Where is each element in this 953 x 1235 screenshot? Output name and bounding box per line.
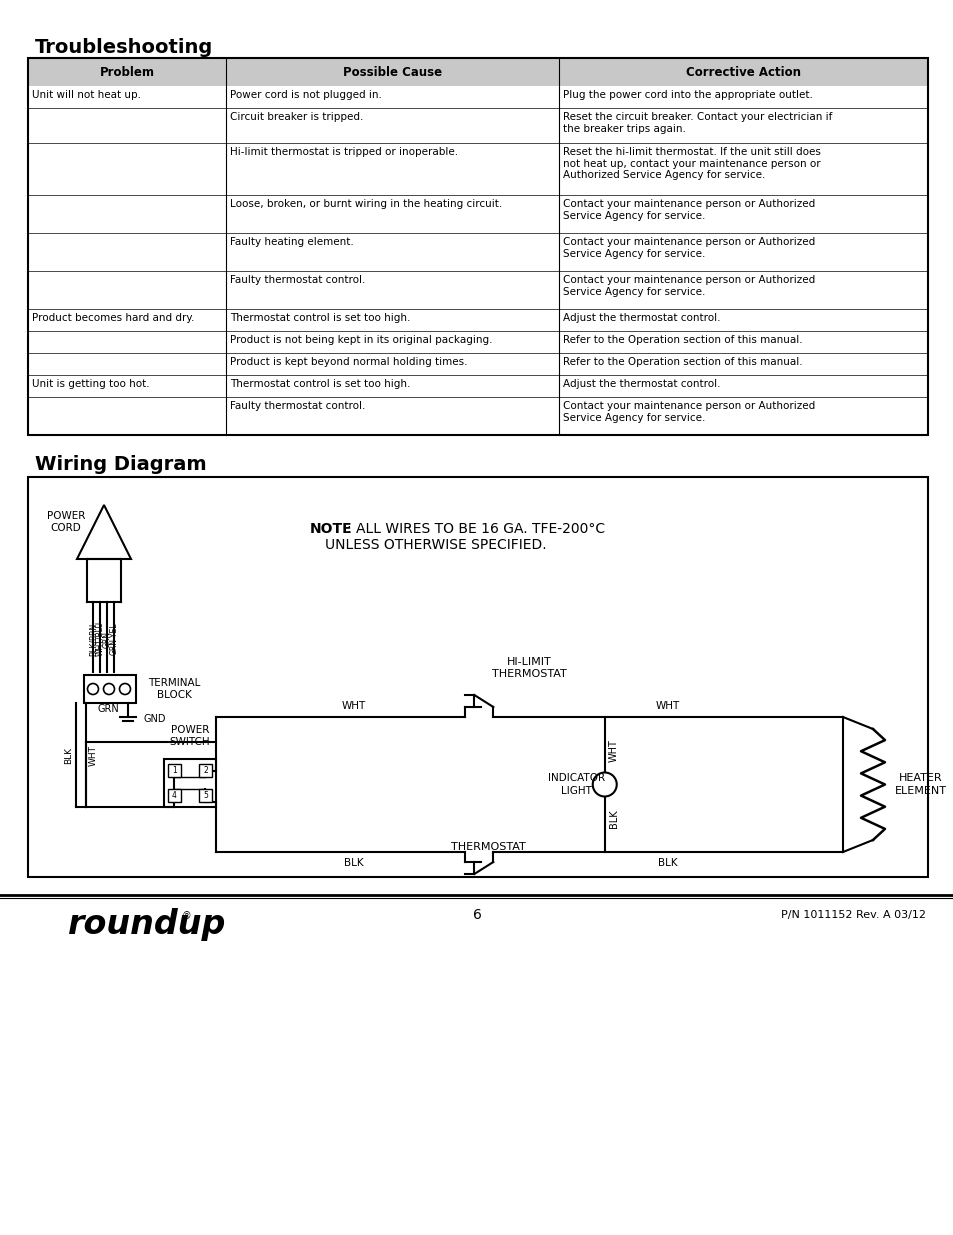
Text: Unit is getting too hot.: Unit is getting too hot. xyxy=(32,379,150,389)
Text: Adjust the thermostat control.: Adjust the thermostat control. xyxy=(562,379,720,389)
Text: Refer to the Operation section of this manual.: Refer to the Operation section of this m… xyxy=(562,335,801,345)
Text: : ALL WIRES TO BE 16 GA. TFE-200°C: : ALL WIRES TO BE 16 GA. TFE-200°C xyxy=(347,522,604,536)
Bar xyxy=(84,676,136,703)
Text: Refer to the Operation section of this manual.: Refer to the Operation section of this m… xyxy=(562,357,801,367)
Text: Reset the hi-limit thermostat. If the unit still does
not heat up, contact your : Reset the hi-limit thermostat. If the un… xyxy=(562,147,820,180)
Text: Power cord is not plugged in.: Power cord is not plugged in. xyxy=(230,90,381,100)
Text: Thermostat control is set too high.: Thermostat control is set too high. xyxy=(230,312,410,324)
Text: Contact your maintenance person or Authorized
Service Agency for service.: Contact your maintenance person or Autho… xyxy=(562,199,815,221)
Text: Product becomes hard and dry.: Product becomes hard and dry. xyxy=(32,312,194,324)
Circle shape xyxy=(119,683,131,694)
Text: WHT: WHT xyxy=(89,745,97,766)
Bar xyxy=(28,58,927,86)
Text: Reset the circuit breaker. Contact your electrician if
the breaker trips again.: Reset the circuit breaker. Contact your … xyxy=(562,112,832,133)
Text: WHT: WHT xyxy=(341,701,366,711)
Text: Contact your maintenance person or Authorized
Service Agency for service.: Contact your maintenance person or Autho… xyxy=(562,401,815,422)
Text: Possible Cause: Possible Cause xyxy=(342,65,441,79)
Text: 4: 4 xyxy=(172,790,176,800)
Circle shape xyxy=(88,683,98,694)
Text: TERMINAL
BLOCK: TERMINAL BLOCK xyxy=(148,678,200,700)
Text: POWER
CORD: POWER CORD xyxy=(47,511,85,534)
Text: roundup: roundup xyxy=(68,908,226,941)
Text: Faulty heating element.: Faulty heating element. xyxy=(230,237,354,247)
Text: GRN: GRN xyxy=(97,704,119,714)
Text: Problem: Problem xyxy=(99,65,154,79)
Circle shape xyxy=(103,683,114,694)
Text: WHT: WHT xyxy=(608,740,618,762)
Text: Product is kept beyond normal holding times.: Product is kept beyond normal holding ti… xyxy=(230,357,467,367)
Text: Loose, broken, or burnt wiring in the heating circuit.: Loose, broken, or burnt wiring in the he… xyxy=(230,199,501,209)
Text: GRN-YEL: GRN-YEL xyxy=(110,622,118,656)
Text: Product is not being kept in its original packaging.: Product is not being kept in its origina… xyxy=(230,335,492,345)
Text: THERMOSTAT: THERMOSTAT xyxy=(451,842,525,852)
Text: UNLESS OTHERWISE SPECIFIED.: UNLESS OTHERWISE SPECIFIED. xyxy=(325,538,546,552)
Text: NOTE: NOTE xyxy=(310,522,353,536)
Text: Wiring Diagram: Wiring Diagram xyxy=(35,454,207,474)
Text: BLK/BRN: BLK/BRN xyxy=(89,622,97,656)
Text: BLK: BLK xyxy=(657,858,677,868)
Text: 5: 5 xyxy=(203,790,208,800)
Text: GND: GND xyxy=(144,714,167,724)
Bar xyxy=(28,477,927,877)
Text: Contact your maintenance person or Authorized
Service Agency for service.: Contact your maintenance person or Autho… xyxy=(562,237,815,258)
Text: Corrective Action: Corrective Action xyxy=(685,65,801,79)
Text: Faulty thermostat control.: Faulty thermostat control. xyxy=(230,401,365,411)
Text: ®: ® xyxy=(182,911,192,921)
Text: Plug the power cord into the appropriate outlet.: Plug the power cord into the appropriate… xyxy=(562,90,812,100)
Bar xyxy=(168,789,181,802)
Text: WHT/BLU: WHT/BLU xyxy=(95,621,105,657)
Text: 2: 2 xyxy=(203,766,208,776)
Bar xyxy=(199,764,212,777)
Bar xyxy=(168,764,181,777)
Text: BLK: BLK xyxy=(65,746,73,763)
Bar xyxy=(28,58,927,435)
Text: WHT: WHT xyxy=(655,701,679,711)
Bar xyxy=(199,789,212,802)
Text: Troubleshooting: Troubleshooting xyxy=(35,38,213,57)
Text: GRN: GRN xyxy=(102,631,112,647)
Text: Hi-limit thermostat is tripped or inoperable.: Hi-limit thermostat is tripped or inoper… xyxy=(230,147,457,157)
Bar xyxy=(164,760,215,806)
Text: P/N 1011152 Rev. A 03/12: P/N 1011152 Rev. A 03/12 xyxy=(781,910,925,920)
Text: BLK: BLK xyxy=(344,858,363,868)
Text: 6: 6 xyxy=(472,908,481,923)
Text: BLK: BLK xyxy=(608,809,618,827)
Text: HI-LIMIT
THERMOSTAT: HI-LIMIT THERMOSTAT xyxy=(492,657,566,679)
Text: 1: 1 xyxy=(172,766,176,776)
Text: Circuit breaker is tripped.: Circuit breaker is tripped. xyxy=(230,112,363,122)
Text: Unit will not heat up.: Unit will not heat up. xyxy=(32,90,141,100)
Text: Faulty thermostat control.: Faulty thermostat control. xyxy=(230,275,365,285)
Text: INDICATOR
LIGHT: INDICATOR LIGHT xyxy=(548,773,604,795)
Text: Thermostat control is set too high.: Thermostat control is set too high. xyxy=(230,379,410,389)
Text: Contact your maintenance person or Authorized
Service Agency for service.: Contact your maintenance person or Autho… xyxy=(562,275,815,296)
Polygon shape xyxy=(77,505,131,559)
Circle shape xyxy=(592,773,616,797)
Text: Adjust the thermostat control.: Adjust the thermostat control. xyxy=(562,312,720,324)
Text: POWER
SWITCH: POWER SWITCH xyxy=(170,725,210,747)
Text: HEATER
ELEMENT: HEATER ELEMENT xyxy=(894,773,946,795)
